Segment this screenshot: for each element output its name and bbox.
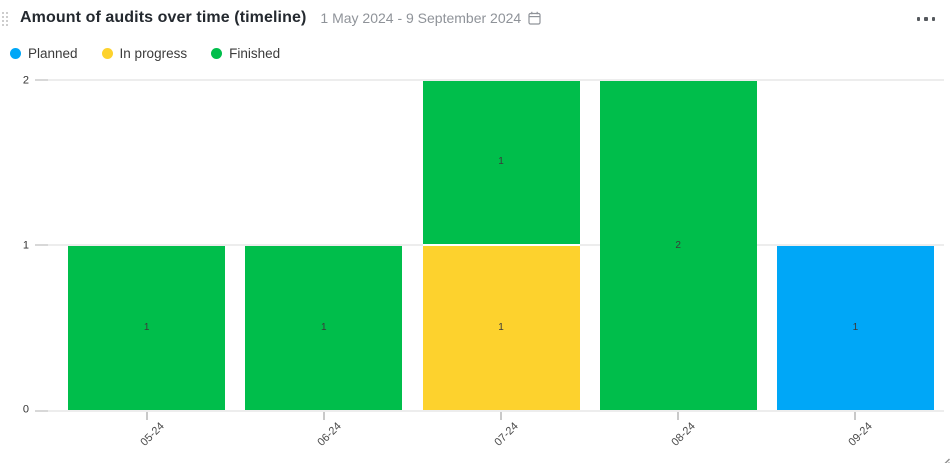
legend-item-planned[interactable]: Planned: [10, 46, 78, 61]
x-axis-label: 06-24: [315, 420, 344, 449]
y-axis-tick: [35, 243, 48, 246]
bar-segment-finished-07-24[interactable]: 1: [422, 81, 580, 246]
gridline-y2: [48, 79, 944, 81]
x-axis-label: 09-24: [846, 420, 876, 449]
widget-header: Amount of audits over time (timeline) 1 …: [20, 9, 541, 27]
x-axis-tick: [322, 412, 325, 420]
calendar-icon: [528, 11, 541, 25]
x-axis-tick: [677, 412, 680, 420]
legend-dot-finished: [211, 48, 223, 59]
x-axis-tick: [854, 412, 857, 420]
x-axis-tick: [145, 412, 148, 420]
bar-value-label: 1: [321, 321, 327, 333]
bar-segment-finished-05-24[interactable]: 1: [68, 245, 226, 410]
legend-item-finished[interactable]: Finished: [211, 46, 280, 61]
ellipsis-icon: [916, 17, 921, 21]
legend-dot-planned: [10, 48, 21, 59]
x-axis-label: 07-24: [492, 420, 521, 449]
legend-item-in-progress[interactable]: In progress: [101, 46, 188, 61]
widget-title: Amount of audits over time (timeline): [20, 9, 307, 26]
date-range-text: 1 May 2024 - 9 September 2024: [320, 10, 522, 26]
bar-segment-finished-08-24[interactable]: 2: [599, 81, 757, 410]
y-axis-tick: [35, 79, 48, 81]
plot-area: 0 1 2 05-24 1 06-24 1 07-24 1 1 08-24 2 09-24 1: [23, 75, 944, 449]
bar-value-label: 1: [498, 321, 504, 333]
legend-label: Planned: [28, 46, 78, 61]
bar-segment-finished-06-24[interactable]: 1: [245, 245, 403, 410]
drag-handle-icon[interactable]: [2, 12, 12, 28]
bar-value-label: 1: [498, 156, 504, 168]
x-axis-tick: [500, 412, 502, 420]
bar-value-label: 2: [675, 239, 681, 251]
y-axis-label: 1: [22, 239, 29, 251]
x-axis-label: 08-24: [669, 420, 698, 449]
legend-dot-in-progress: [101, 48, 113, 59]
bar-segment-in-progress-07-24[interactable]: 1: [422, 245, 580, 410]
date-range-filter[interactable]: 1 May 2024 - 9 September 2024: [320, 10, 541, 26]
legend-label: In progress: [119, 46, 188, 61]
legend-label: Finished: [229, 46, 281, 61]
bar-segment-planned-09-24[interactable]: 1: [776, 245, 934, 410]
bar-value-label: 1: [852, 321, 859, 333]
gridline-y0: [48, 410, 944, 412]
y-axis-tick: [35, 410, 48, 412]
widget-menu-button[interactable]: [913, 11, 939, 27]
x-axis-label: 05-24: [137, 420, 167, 449]
resize-handle-icon[interactable]: [942, 453, 950, 463]
chart-legend: Planned In progress Finished: [10, 46, 280, 61]
y-axis-label: 2: [22, 74, 29, 87]
bar-value-label: 1: [143, 321, 150, 333]
y-axis-label: 0: [22, 403, 29, 416]
